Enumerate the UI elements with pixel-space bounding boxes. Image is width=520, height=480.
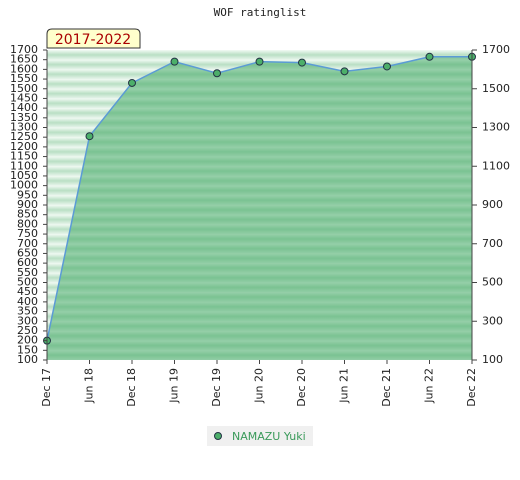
point xyxy=(425,52,434,61)
y2-tick-label: 1700 xyxy=(482,43,510,56)
y2-tick-label: 100 xyxy=(482,353,503,366)
y2-tick-label: 300 xyxy=(482,314,503,327)
chart-title: WOF ratinglist xyxy=(214,6,307,19)
y2-tick-label: 700 xyxy=(482,237,503,250)
point xyxy=(340,67,349,76)
y-tick-label: 250 xyxy=(17,324,38,337)
x-tick-label: Jun 22 xyxy=(423,368,436,404)
x-tick-label: Jun 18 xyxy=(83,368,96,404)
y-tick-label: 1550 xyxy=(10,72,38,85)
y-tick-label: 650 xyxy=(17,246,38,259)
y-tick-label: 1300 xyxy=(10,121,38,134)
y-tick-label: 500 xyxy=(17,276,38,289)
y-tick-label: 900 xyxy=(17,198,38,211)
annotation: 2017-2022 xyxy=(55,32,131,48)
y2-tick-label: 1100 xyxy=(482,159,510,172)
y-tick-label: 1500 xyxy=(10,82,38,95)
y-tick-label: 200 xyxy=(17,334,38,347)
point xyxy=(255,57,264,66)
x-tick-label: Jun 19 xyxy=(168,368,181,404)
x-tick-label: Dec 21 xyxy=(380,368,393,407)
point xyxy=(170,57,179,66)
y-tick-label: 850 xyxy=(17,208,38,221)
annotation-box xyxy=(46,28,141,49)
y2-tick-label: 500 xyxy=(482,276,503,289)
y-tick-label: 1450 xyxy=(10,91,38,104)
y-tick-label: 450 xyxy=(17,285,38,298)
legend-marker xyxy=(214,432,222,440)
x-tick-label: Dec 20 xyxy=(295,368,308,407)
point xyxy=(128,78,136,87)
y-tick-label: 1000 xyxy=(10,179,38,192)
y-tick-label: 950 xyxy=(17,188,38,201)
legend-label: NAMAZU Yuki xyxy=(232,430,306,443)
y-tick-label: 1250 xyxy=(10,130,38,143)
y-tick-label: 1200 xyxy=(10,140,38,153)
y2-tick-label: 900 xyxy=(482,198,503,211)
y-tick-label: 1400 xyxy=(10,101,38,114)
point xyxy=(383,62,391,71)
y-tick-label: 1350 xyxy=(10,111,38,124)
x-tick-label: Jun 21 xyxy=(338,368,351,404)
y-tick-label: 1150 xyxy=(10,150,38,163)
y-tick-label: 100 xyxy=(17,353,38,366)
x-tick-label: Dec 17 xyxy=(40,368,53,407)
y-tick-label: 150 xyxy=(17,343,38,356)
y-tick-label: 1050 xyxy=(10,169,38,182)
y-tick-label: 1700 xyxy=(10,43,38,56)
point xyxy=(213,69,221,78)
y-tick-label: 400 xyxy=(17,295,38,308)
point xyxy=(85,132,94,141)
y-tick-label: 1650 xyxy=(10,53,38,66)
x-tick-label: Dec 18 xyxy=(125,368,138,407)
y-tick-label: 750 xyxy=(17,227,38,240)
x-tick-label: Dec 22 xyxy=(465,368,478,407)
x-tick-label: Dec 19 xyxy=(210,368,223,407)
area xyxy=(47,56,472,360)
y-tick-label: 1100 xyxy=(10,159,38,172)
y-tick-label: 800 xyxy=(17,217,38,230)
legend xyxy=(207,426,313,446)
y-tick-label: 700 xyxy=(17,237,38,250)
point xyxy=(298,58,306,67)
y-tick-label: 1600 xyxy=(10,62,38,75)
y-tick-label: 300 xyxy=(17,314,38,327)
x-tick-label: Jun 20 xyxy=(253,368,266,404)
y2-tick-label: 1500 xyxy=(482,82,510,95)
y-tick-label: 550 xyxy=(17,266,38,279)
y-tick-label: 600 xyxy=(17,256,38,269)
y-tick-label: 350 xyxy=(17,305,38,318)
y2-tick-label: 1300 xyxy=(482,121,510,134)
